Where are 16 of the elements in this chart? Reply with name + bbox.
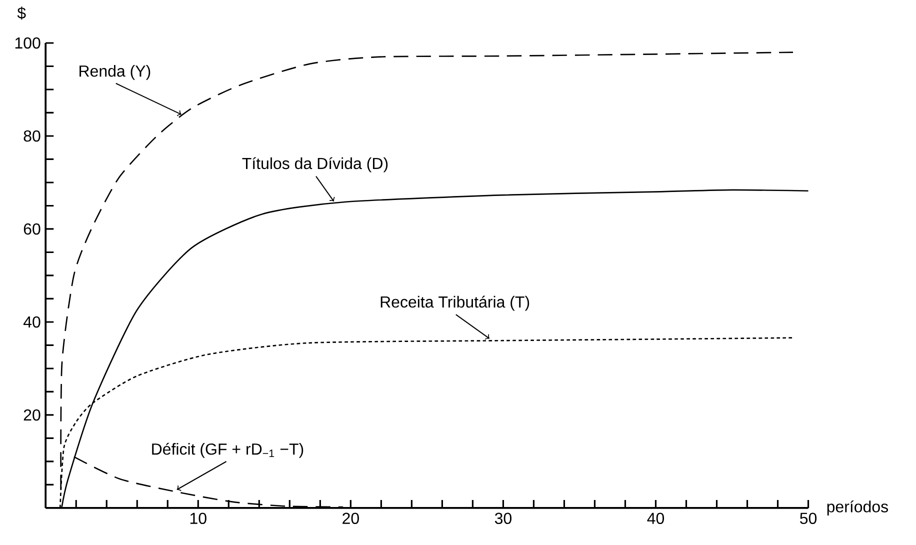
y-tick-label: 20 xyxy=(24,409,40,421)
x-tick-label: 10 xyxy=(190,512,206,524)
annotation: Déficit (GF + rD$_{−1}$ −T) xyxy=(152,442,304,458)
x-tick-label: 40 xyxy=(647,512,664,524)
x-tick-label: 30 xyxy=(494,512,512,524)
annotation: Receita Tributária (T) xyxy=(380,296,530,311)
annotation: Títulos da Dívida (D) xyxy=(242,157,388,172)
y-tick-label: 40 xyxy=(23,316,40,328)
x-tick-label: 50 xyxy=(800,512,817,524)
y-tick-label: 100 xyxy=(15,37,40,49)
y-tick-label: 80 xyxy=(24,130,40,142)
x-tick-label: 20 xyxy=(342,512,359,524)
x-axis-title: períodos xyxy=(827,500,888,516)
y-tick-label: 60 xyxy=(24,223,40,235)
y-axis-title: $ xyxy=(17,6,26,20)
annotation: Renda (Y) xyxy=(80,65,150,80)
